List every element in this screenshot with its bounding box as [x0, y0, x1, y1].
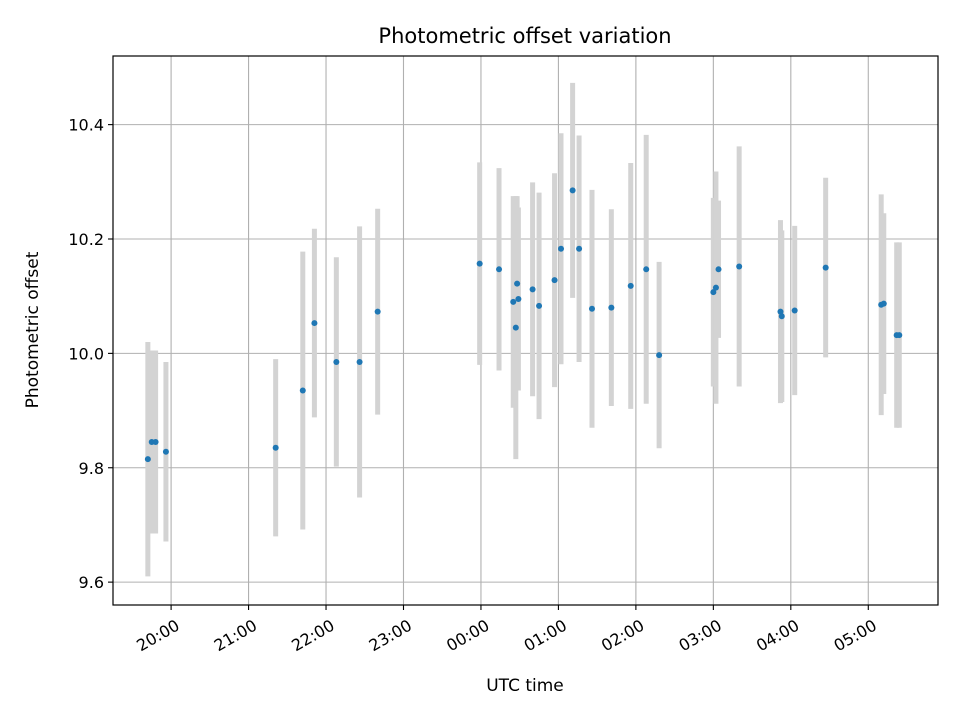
data-point [880, 300, 887, 307]
data-point [144, 456, 151, 463]
data-point [515, 296, 522, 303]
data-point [272, 444, 279, 451]
data-point [311, 320, 318, 327]
data-point [777, 308, 784, 315]
y-axis-label: Photometric offset [23, 251, 43, 408]
data-point [512, 324, 519, 331]
data-point [712, 284, 719, 291]
data-point [643, 266, 650, 273]
y-tick-label: 10.0 [68, 344, 104, 363]
data-point [656, 352, 663, 359]
data-point [627, 282, 634, 289]
y-tick-label: 9.8 [79, 459, 104, 478]
data-point [496, 266, 503, 273]
data-point [374, 308, 381, 315]
chart-title: Photometric offset variation [378, 24, 671, 48]
data-point [736, 263, 743, 270]
plot-frame [112, 55, 939, 606]
data-points [144, 187, 903, 463]
y-tick-label: 9.6 [79, 573, 104, 592]
y-tick-label: 10.2 [68, 230, 104, 249]
data-point [299, 387, 306, 394]
data-point [822, 264, 829, 271]
data-point [536, 302, 543, 309]
data-point [152, 439, 159, 446]
data-point [476, 260, 483, 267]
data-point [558, 245, 565, 252]
data-point [778, 313, 785, 320]
y-axis-ticks: 9.6 9.8 10.0 10.2 10.4 [68, 116, 113, 592]
data-point [608, 304, 615, 311]
data-point [356, 358, 363, 365]
data-point [529, 286, 536, 293]
data-point [162, 448, 169, 455]
data-point [551, 277, 558, 284]
data-point [514, 280, 521, 287]
data-point [569, 187, 576, 194]
data-point [710, 289, 717, 296]
data-point [510, 298, 517, 305]
data-point [588, 305, 595, 312]
y-tick-label: 10.4 [68, 116, 104, 135]
data-point [715, 266, 722, 273]
x-axis-label: UTC time [486, 676, 564, 696]
grid [113, 56, 938, 605]
data-point [333, 358, 340, 365]
data-point [791, 307, 798, 314]
data-point [576, 245, 583, 252]
data-point [896, 332, 903, 339]
